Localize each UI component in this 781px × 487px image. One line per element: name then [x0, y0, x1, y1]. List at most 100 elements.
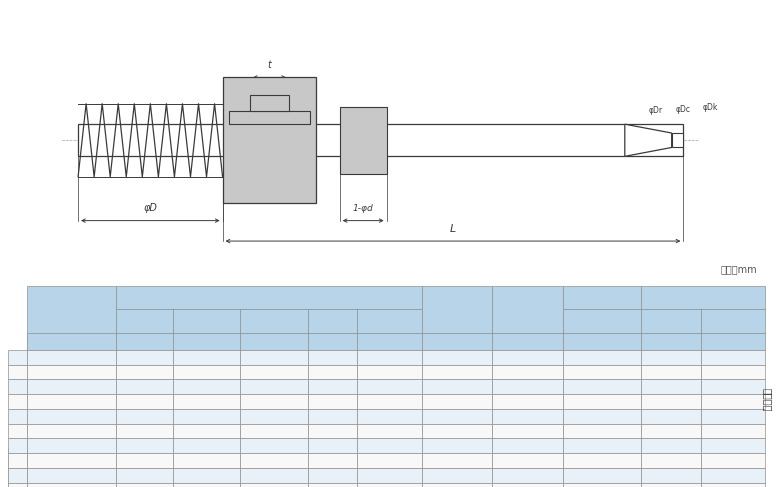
Text: 12: 12	[138, 353, 150, 362]
Bar	[641, 483, 701, 487]
Text: 7650: 7650	[590, 412, 613, 421]
Bar	[358, 438, 422, 453]
Bar	[240, 438, 308, 453]
Bar	[641, 438, 701, 453]
Bar	[27, 350, 116, 365]
Text: CS 14: CS 14	[59, 368, 84, 376]
Bar	[27, 468, 116, 483]
Text: 28: 28	[138, 456, 150, 465]
Bar	[701, 379, 765, 394]
Text: 32: 32	[138, 470, 150, 480]
Text: 19.5: 19.5	[264, 441, 284, 450]
Bar	[27, 409, 116, 424]
Bar	[358, 468, 422, 483]
Bar	[173, 309, 240, 333]
Text: 11: 11	[201, 353, 212, 362]
Text: 4900: 4900	[590, 382, 613, 391]
Bar	[308, 409, 358, 424]
Text: 20: 20	[138, 412, 150, 421]
Text: 标准轴长度: 标准轴长度	[444, 304, 470, 314]
Bar	[422, 333, 492, 350]
Bar	[173, 379, 240, 394]
Bar	[492, 333, 563, 350]
Text: 155: 155	[662, 441, 679, 450]
Text: 1: 1	[730, 368, 736, 376]
Text: 36: 36	[138, 486, 150, 487]
Text: 1500: 1500	[516, 368, 539, 376]
Text: 29: 29	[201, 470, 212, 480]
Bar	[116, 394, 173, 409]
Text: 1000: 1000	[446, 382, 469, 391]
Bar	[8, 365, 27, 379]
Bar	[116, 309, 173, 333]
Bar	[641, 365, 701, 379]
Bar	[563, 285, 641, 309]
Bar	[8, 394, 27, 409]
Bar	[308, 483, 358, 487]
Bar	[240, 453, 308, 468]
Bar	[422, 483, 492, 487]
Bar	[358, 333, 422, 350]
Bar	[27, 365, 116, 379]
Text: 3: 3	[330, 382, 335, 391]
Text: 1000: 1000	[446, 353, 469, 362]
Bar	[308, 379, 358, 394]
Text: 19.5: 19.5	[196, 427, 216, 435]
Bar	[701, 483, 765, 487]
Text: 外径: 外径	[139, 317, 149, 325]
Text: D₀: D₀	[139, 337, 149, 346]
Bar	[422, 409, 492, 424]
Text: φDc: φDc	[676, 105, 691, 114]
Text: 40: 40	[665, 353, 676, 362]
Bar	[358, 379, 422, 394]
Bar	[27, 379, 116, 394]
Bar	[240, 468, 308, 483]
Text: 4: 4	[330, 397, 335, 406]
Bar	[492, 438, 563, 453]
Text: 45: 45	[665, 368, 676, 376]
Text: 4: 4	[330, 412, 335, 421]
Bar	[116, 453, 173, 468]
Bar	[492, 424, 563, 438]
Bar	[641, 350, 701, 365]
Bar	[358, 424, 422, 438]
Bar	[27, 453, 116, 468]
Bar	[116, 333, 173, 350]
Bar	[358, 453, 422, 468]
Bar	[563, 409, 641, 424]
Bar	[240, 424, 308, 438]
Text: 75: 75	[665, 382, 676, 391]
Bar	[116, 350, 173, 365]
Bar	[173, 468, 240, 483]
Text: Dᵇ: Dᵇ	[201, 337, 212, 346]
Bar	[672, 133, 683, 148]
Text: α: α	[387, 337, 393, 346]
Bar	[27, 333, 116, 350]
Text: 2: 2	[330, 353, 335, 362]
Bar	[358, 483, 422, 487]
Text: 丝杆轴承: 丝杆轴承	[762, 388, 772, 411]
Text: 16.5: 16.5	[264, 427, 284, 435]
Bar	[641, 453, 701, 468]
Text: CS 20: CS 20	[59, 412, 84, 421]
Text: 1-φd: 1-φd	[353, 205, 373, 213]
Bar	[563, 350, 641, 365]
Text: r: r	[226, 188, 230, 197]
Text: 动态容许: 动态容许	[591, 293, 612, 302]
Bar	[563, 468, 641, 483]
Text: 18: 18	[138, 397, 150, 406]
Text: 6: 6	[330, 486, 335, 487]
Text: 单位：mm: 单位：mm	[713, 287, 750, 298]
Bar	[308, 333, 358, 350]
Bar	[340, 107, 387, 174]
Text: 3.1: 3.1	[726, 441, 740, 450]
Text: 12.5: 12.5	[196, 368, 216, 376]
Bar	[240, 409, 308, 424]
Bar	[8, 438, 27, 453]
Bar	[701, 424, 765, 438]
Text: 3000: 3000	[516, 441, 539, 450]
Bar	[422, 379, 492, 394]
Bar	[641, 309, 701, 333]
Text: 4°40': 4°40'	[377, 427, 401, 435]
Text: 11400: 11400	[587, 441, 616, 450]
